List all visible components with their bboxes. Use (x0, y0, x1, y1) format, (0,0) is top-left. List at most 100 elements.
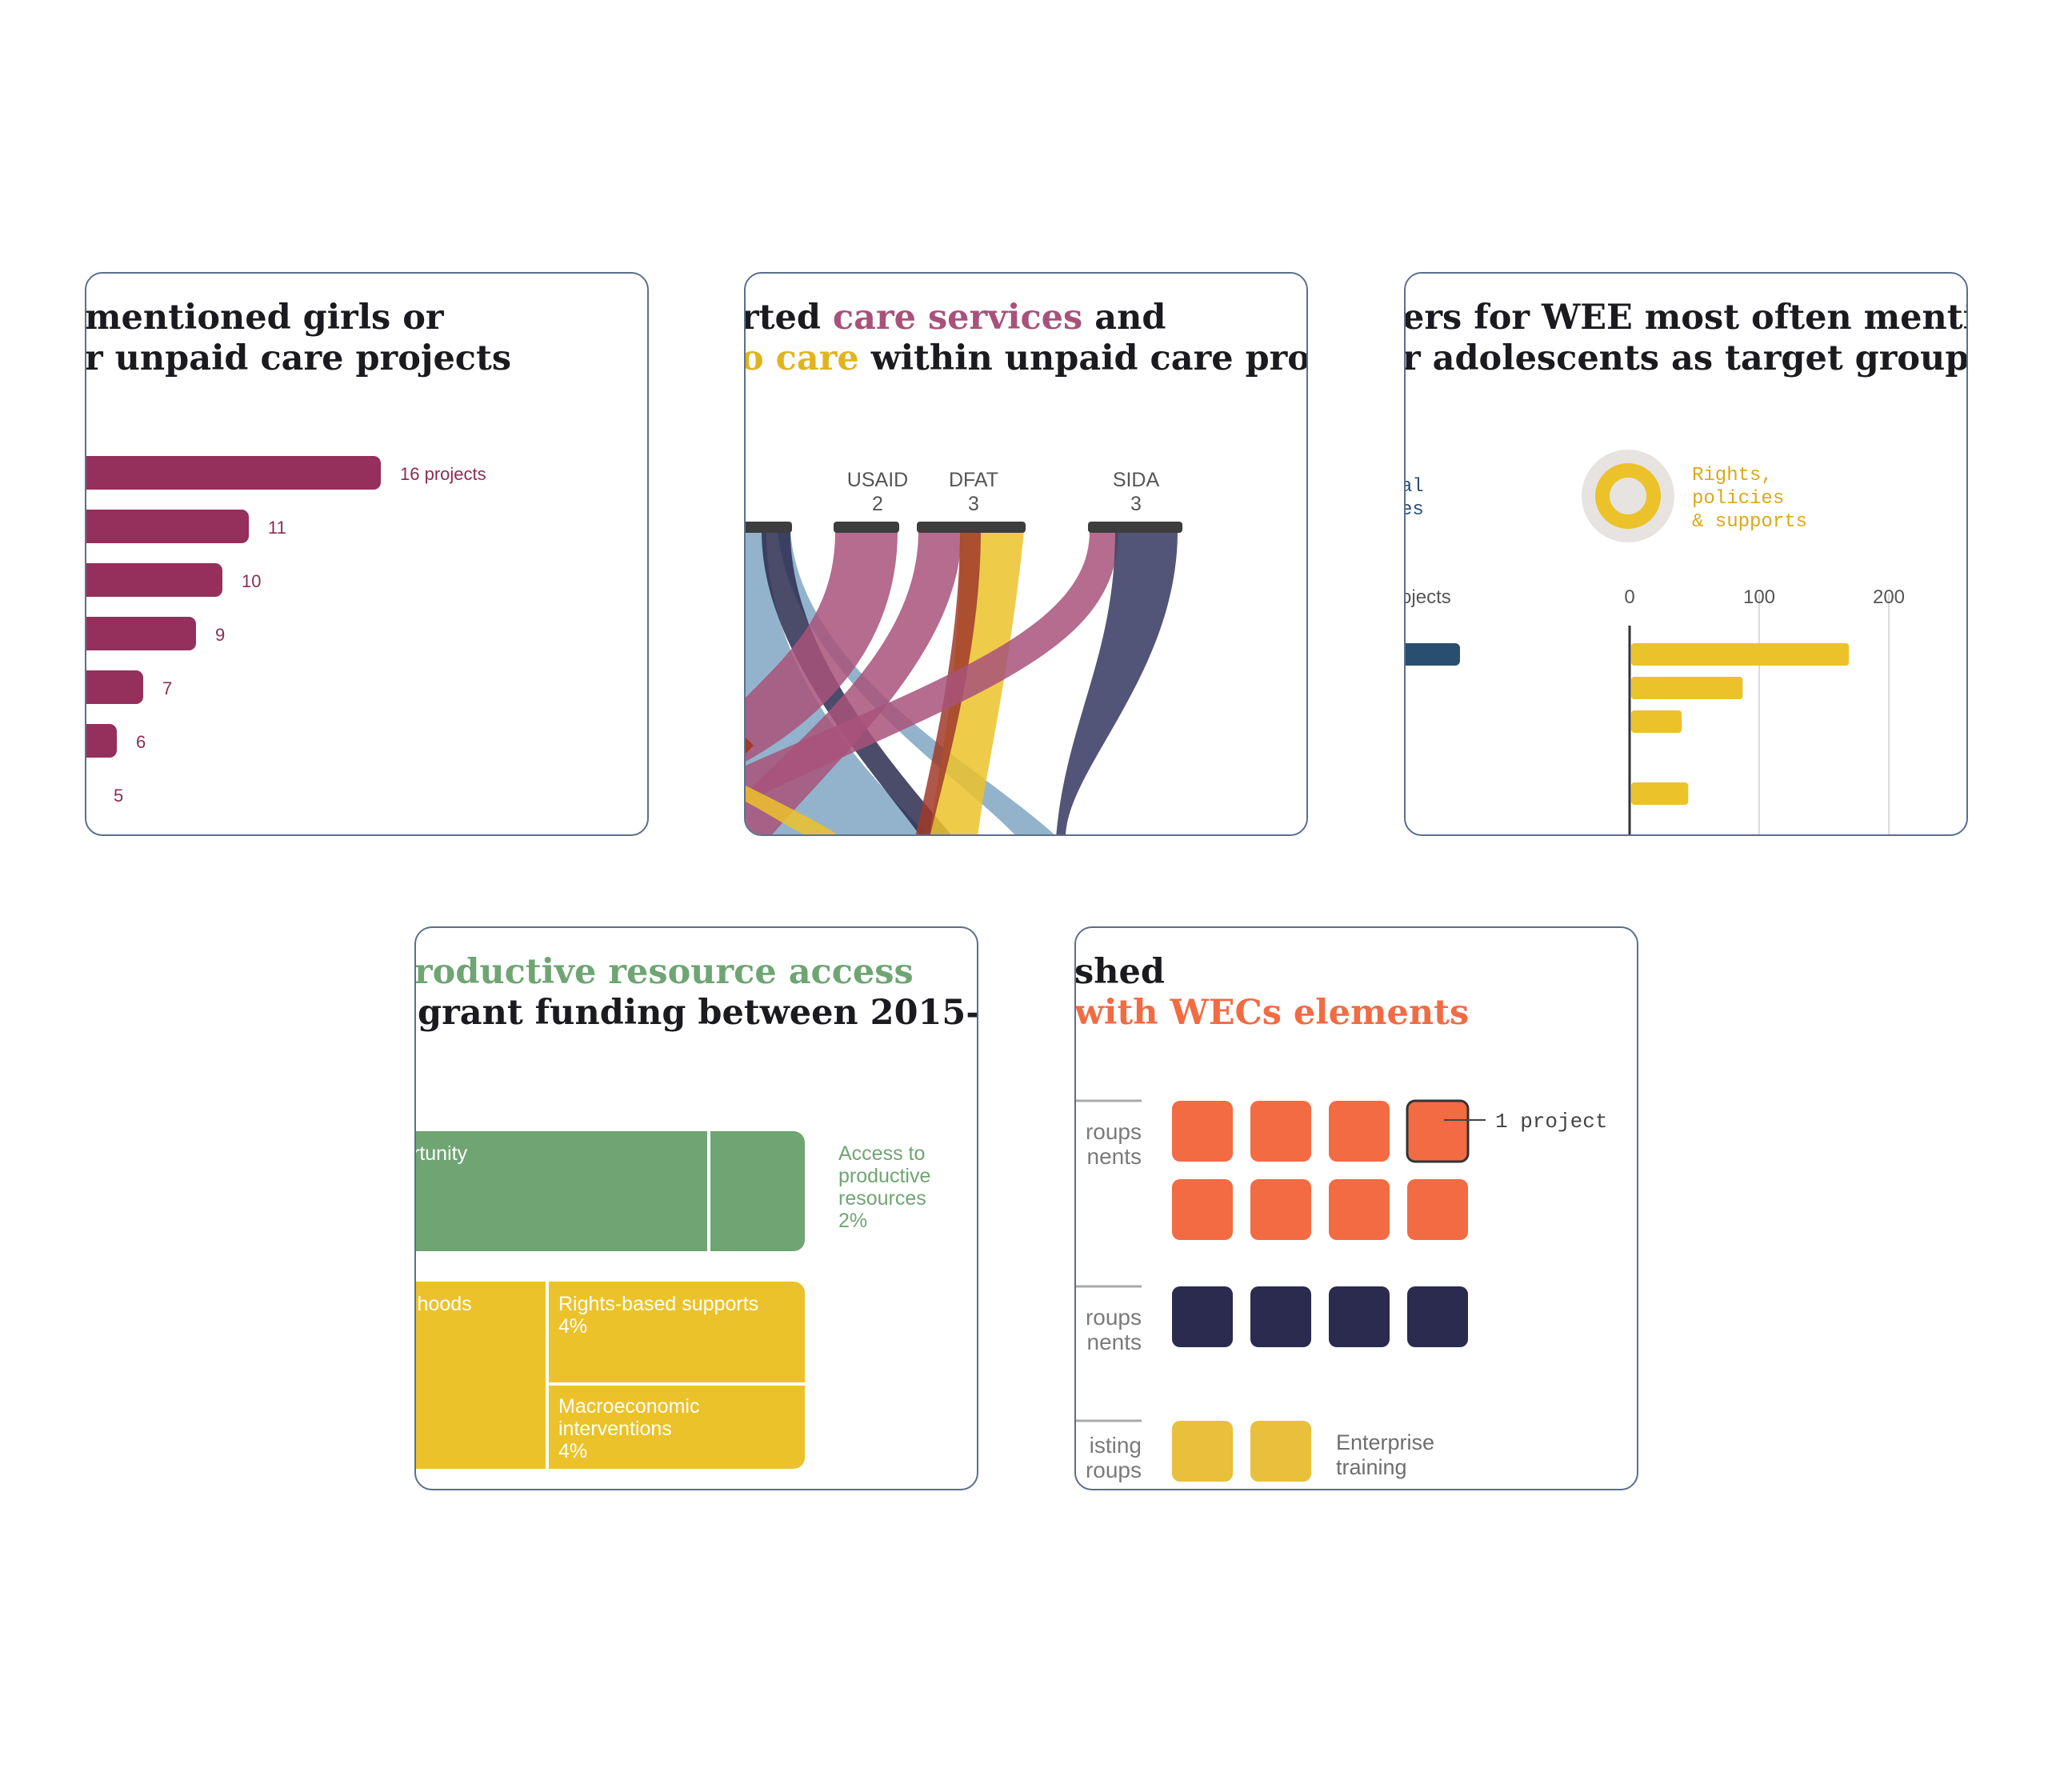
legend-right-line2: policies (1692, 488, 1784, 510)
treemap-cell-livelihoods (416, 1282, 805, 1469)
waffle-square-r1-0 (1172, 1286, 1233, 1347)
bar-3 (86, 617, 196, 650)
bar-1 (86, 510, 249, 543)
waffle-square-r0-0 (1172, 1101, 1233, 1162)
callout-label: 1 project (1495, 1110, 1607, 1134)
row3-label-1: isting (1090, 1433, 1142, 1458)
waffle-square-r0-1 (1250, 1101, 1311, 1162)
enterprise-label-1: Enterprise (1336, 1430, 1434, 1454)
flow-slate-sida (1056, 531, 1178, 834)
card2-title-line2-b: within unpaid care projects (870, 338, 1306, 378)
card4-treemap: rtunity ihoods Rights-based supports 4% … (416, 1131, 930, 1469)
waffle-square-r0-2 (1329, 1101, 1390, 1162)
treemap-label-rights-based: Rights-based supports (558, 1293, 758, 1315)
right-bar-1 (1631, 677, 1743, 699)
waffle-square-r2-0 (1172, 1421, 1233, 1482)
tick-label-1: 0 (1624, 586, 1634, 608)
tick-label-0: 200 projects (1406, 586, 1451, 608)
bar-label-6: 5 (114, 786, 123, 806)
bar-label-4: 7 (162, 678, 172, 698)
node-label-usaid: USAID (847, 469, 908, 491)
bar-label-5: 6 (136, 732, 146, 752)
bar-5 (86, 724, 117, 758)
card-wee-target-groups: ers for WEE most often mentioned r adole… (1404, 272, 1968, 836)
access-label-line4: 2% (838, 1210, 867, 1232)
left-bar-0 (1406, 643, 1460, 666)
bar-label-2: 10 (242, 571, 261, 591)
bar-4 (86, 670, 143, 704)
tick-label-2: 100 (1743, 586, 1775, 608)
bar-label-1: 11 (268, 518, 286, 538)
node-bar-sida (1088, 522, 1182, 533)
waffle-square-r0-7 (1407, 1179, 1468, 1240)
row1-label-2: nents (1087, 1144, 1142, 1169)
treemap-label-macroeconomic-1: Macroeconomic (558, 1395, 699, 1418)
card-girls-care-projects: mentioned girls or r unpaid care project… (85, 272, 649, 836)
waffle-square-r1-2 (1329, 1286, 1390, 1347)
card1-title-line2: r unpaid care projects (85, 338, 512, 378)
node-bar-usaid (834, 522, 899, 533)
legend-left-line1: al (1406, 476, 1424, 498)
card1-bar-chart: 16 projects 11 10 9 7 6 5 (86, 456, 486, 806)
card4-title-line2: grant funding between 2015-2019 (418, 993, 977, 1033)
access-label-line2: productive (838, 1165, 930, 1187)
card5-title-line2: with WECs elements (1074, 993, 1470, 1033)
waffle-square-r1-1 (1250, 1286, 1311, 1347)
bar-label-3: 9 (215, 625, 225, 645)
node-bar-left (746, 522, 792, 533)
card4-title-line1: roductive resource access (414, 952, 914, 992)
node-value-dfat: 3 (968, 493, 979, 515)
flow-mauve-sida (746, 531, 1118, 802)
card2-title-highlight-care-services: care services (832, 298, 1083, 338)
row3-label-2: roups (1086, 1458, 1142, 1482)
card4-title: roductive resource access grant funding … (414, 952, 977, 1034)
card3-title-line1: ers for WEE most often mentioned (1404, 298, 1966, 338)
flow-gold-left (746, 786, 838, 834)
row2-label-2: nents (1087, 1330, 1142, 1354)
card2-title: rted care services and o care within unp… (744, 298, 1306, 379)
treemap-percent-rights-based: 4% (558, 1315, 587, 1338)
row1-label-1: roups (1086, 1119, 1142, 1144)
card5-title: shed with WECs elements (1074, 952, 1470, 1034)
legend-right-line1: Rights, (1692, 465, 1773, 486)
card1-title: mentioned girls or r unpaid care project… (85, 298, 512, 379)
flow-red-left (746, 738, 754, 754)
treemap-label-opportunity: rtunity (416, 1142, 468, 1165)
treemap-label-livelihoods: ihoods (416, 1293, 472, 1315)
right-bar-3 (1631, 782, 1689, 805)
waffle-square-r0-6 (1329, 1179, 1390, 1240)
treemap-cell-opportunity (416, 1131, 805, 1251)
enterprise-label-2: training (1336, 1455, 1407, 1479)
waffle-square-r2-1 (1250, 1421, 1311, 1482)
card-care-services-sankey: rted care services and o care within unp… (744, 272, 1308, 836)
node-label-dfat: DFAT (949, 469, 998, 491)
bar-label-0: 16 projects (400, 464, 486, 484)
waffle-square-r1-3 (1407, 1286, 1468, 1347)
card2-title-highlight-care: o care (744, 338, 859, 378)
legend-ring-outer-icon (1582, 450, 1674, 542)
bar-0 (86, 456, 381, 490)
node-label-sida: SIDA (1113, 469, 1160, 491)
waffle-square-r0-5 (1250, 1179, 1311, 1240)
access-label-line1: Access to (838, 1142, 925, 1165)
node-bar-dfat (917, 522, 1026, 533)
card3-diverging-bar-chart: al es Rights, policies & supports 200 pr… (1406, 450, 1905, 834)
card5-title-line1: shed (1074, 952, 1165, 992)
node-value-usaid: 2 (872, 493, 883, 515)
card3-title-line2: r adolescents as target groups (1404, 338, 1968, 378)
waffle-square-r0-3 (1406, 1099, 1470, 1163)
row2-label-1: roups (1086, 1305, 1142, 1330)
legend-left-line2: es (1406, 499, 1424, 521)
card-productive-resource-treemap: roductive resource access grant funding … (414, 926, 978, 1490)
card5-waffle-chart: roups nents roups nents isting roups 1 p… (1076, 1099, 1607, 1482)
card1-title-line1: mentioned girls or (85, 298, 444, 338)
card-wecs-waffle: shed with WECs elements roups nents roup… (1074, 926, 1638, 1490)
tick-label-3: 200 (1873, 586, 1905, 608)
card2-title-line1-c: and (1082, 298, 1166, 338)
card2-sankey: USAID 2 DFAT 3 SIDA 3 (746, 469, 1182, 834)
right-bar-0 (1631, 643, 1850, 666)
treemap-label-macroeconomic-2: interventions (558, 1418, 672, 1440)
bar-2 (86, 563, 222, 597)
access-label-line3: resources (838, 1187, 926, 1210)
card3-title: ers for WEE most often mentioned r adole… (1404, 298, 1968, 379)
